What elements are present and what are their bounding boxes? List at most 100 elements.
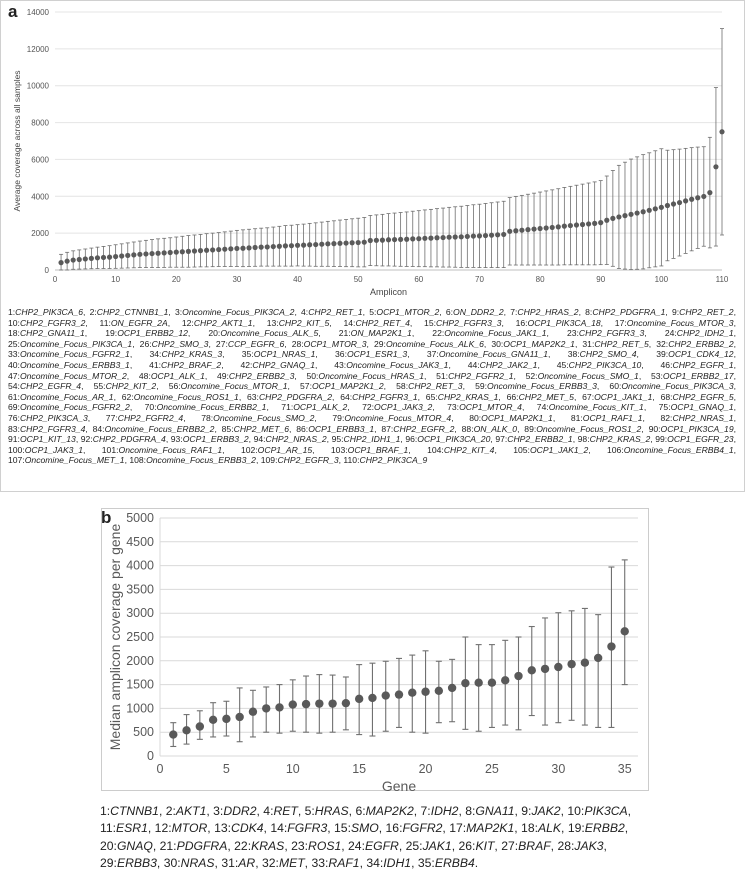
- legend-name: Oncomine_Focus_JAK3_1: [346, 359, 449, 370]
- legend-number: 30:: [491, 338, 504, 349]
- data-point: [222, 714, 231, 724]
- y-tick-label: 14000: [27, 8, 50, 17]
- legend-number: 110:: [343, 455, 360, 466]
- legend-number: 54:: [8, 381, 20, 392]
- data-point: [598, 220, 604, 226]
- legend-entry: 3:DDR2: [213, 804, 256, 818]
- data-point: [58, 260, 64, 266]
- legend-number: 32:: [656, 338, 669, 349]
- legend-entry: 49:CHP2_ERBB2_3: [217, 371, 294, 381]
- data-point: [64, 258, 70, 264]
- legend-entry: 77:CHP2_FGFR2_4: [106, 413, 183, 423]
- data-point: [540, 664, 550, 674]
- legend-name: Oncomine_Focus_ALK_6: [385, 338, 484, 349]
- data-point: [169, 730, 178, 739]
- data-point: [554, 662, 563, 672]
- legend-name: JAK1: [422, 838, 452, 853]
- legend-entry: 15:SMO: [334, 821, 379, 835]
- legend-number: 98:: [577, 434, 590, 445]
- legend-name: ON_ALK_0: [473, 423, 518, 434]
- legend-number: 40:: [8, 359, 20, 370]
- legend-number: 73:: [447, 402, 460, 413]
- legend-name: OCP1_MAP2K1_1: [481, 412, 553, 423]
- legend-entry: 70:Oncomine_Focus_ERBB2_1: [145, 402, 267, 412]
- data-point: [367, 237, 373, 244]
- data-point: [143, 251, 149, 257]
- legend-number: 10:: [8, 317, 20, 328]
- legend-name: OCP1_KIT_13: [19, 434, 76, 445]
- legend-entry: 19:OCP1_ERBB2_12: [105, 328, 188, 338]
- legend-name: OCP1_ALK_2: [293, 402, 348, 413]
- legend-name: OCP1_NRAS_1: [253, 349, 316, 360]
- data-point: [713, 164, 719, 170]
- data-point: [355, 239, 361, 246]
- legend-number: 79:: [332, 412, 345, 423]
- legend-number: 12:: [154, 821, 172, 836]
- data-point: [197, 248, 204, 254]
- legend-number: 16:: [515, 317, 528, 328]
- legend-name: CHP2_NRAS_1: [672, 412, 734, 423]
- legend-number: 84:: [92, 423, 105, 434]
- data-point: [288, 700, 297, 709]
- legend-entry: 65:CHP2_KRAS_1: [426, 392, 499, 402]
- legend-name: KRAS: [251, 838, 285, 853]
- data-point: [527, 666, 536, 675]
- legend-name: BRAF: [518, 838, 551, 853]
- legend-entry: 31:AR: [221, 856, 255, 870]
- legend-name: CHP2_NRAS_2: [265, 434, 327, 445]
- legend-entry: 108:Oncomine_Focus_ERBB3_2: [129, 455, 256, 465]
- data-point: [580, 658, 590, 667]
- legend-name: Oncomine_Focus_ROS1_1: [133, 391, 239, 402]
- legend-number: 75:: [658, 402, 671, 413]
- legend-entry: 20:GNAQ: [100, 839, 153, 853]
- legend-name: Oncomine_Focus_MET_1: [24, 455, 125, 466]
- legend-number: 36:: [335, 349, 347, 360]
- x-tick-label: 10: [111, 275, 120, 284]
- data-point: [607, 642, 616, 651]
- legend-name: Oncomine_Focus_ROS1_2: [536, 423, 642, 434]
- data-point: [262, 704, 271, 713]
- data-point: [474, 678, 483, 687]
- legend-name: OCP1_GNAQ_1: [670, 402, 734, 413]
- legend-entry: 47:Oncomine_Focus_MTOR_2: [8, 371, 127, 381]
- data-point: [501, 231, 507, 238]
- legend-entry: 13:CDK4: [214, 821, 263, 835]
- legend-number: 25:: [405, 838, 423, 853]
- legend-name: Oncomine_Focus_FGFR2_1: [19, 349, 130, 360]
- legend-number: 105:: [513, 444, 530, 455]
- legend-number: 94:: [253, 434, 266, 445]
- legend-number: 22:: [432, 328, 445, 339]
- legend-number: 9:: [521, 804, 532, 818]
- x-axis-label: Amplicon: [370, 287, 407, 297]
- legend-number: 59:: [475, 381, 488, 392]
- legend-name: EGFR: [364, 838, 399, 853]
- legend-name: ERBB2: [584, 821, 625, 836]
- data-point: [191, 248, 198, 254]
- legend-name: OCP1_JAK1_1: [594, 391, 653, 402]
- legend-entry: 35:ERBB4: [418, 856, 475, 870]
- legend-name: CHP2_PDGFRA_4: [92, 434, 166, 445]
- x-tick-label: 70: [475, 275, 484, 284]
- legend-entry: 38:CHP2_SMO_4: [568, 349, 637, 359]
- legend-name: CHP2_FGFR3_2: [19, 317, 86, 328]
- legend-name: CHP2_SMO_4: [579, 349, 637, 360]
- panel-b-frame: [101, 508, 649, 791]
- legend-entry: 107:Oncomine_Focus_MET_1: [8, 455, 125, 465]
- x-tick-label: 20: [419, 762, 433, 776]
- data-point: [689, 196, 695, 202]
- legend-number: 68:: [660, 391, 673, 402]
- legend-name: Oncomine_Focus_PIK3CA_1: [19, 338, 133, 349]
- legend-name: GNAQ: [116, 838, 153, 853]
- legend-entry: 33:RAF1: [311, 856, 359, 870]
- data-point: [707, 190, 713, 196]
- data-point: [349, 240, 355, 246]
- legend-entry: 24:EGFR: [348, 839, 399, 853]
- data-point: [652, 206, 658, 212]
- legend-number: 88:: [461, 423, 474, 434]
- legend-number: 80:: [469, 412, 482, 423]
- legend-entry: 13:CHP2_KIT_5: [267, 318, 330, 328]
- legend-entry: 32:CHP2_ERBB2_2: [656, 339, 733, 349]
- legend-number: 12:: [181, 317, 194, 328]
- legend-number: 26:: [139, 338, 152, 349]
- data-point: [646, 207, 652, 213]
